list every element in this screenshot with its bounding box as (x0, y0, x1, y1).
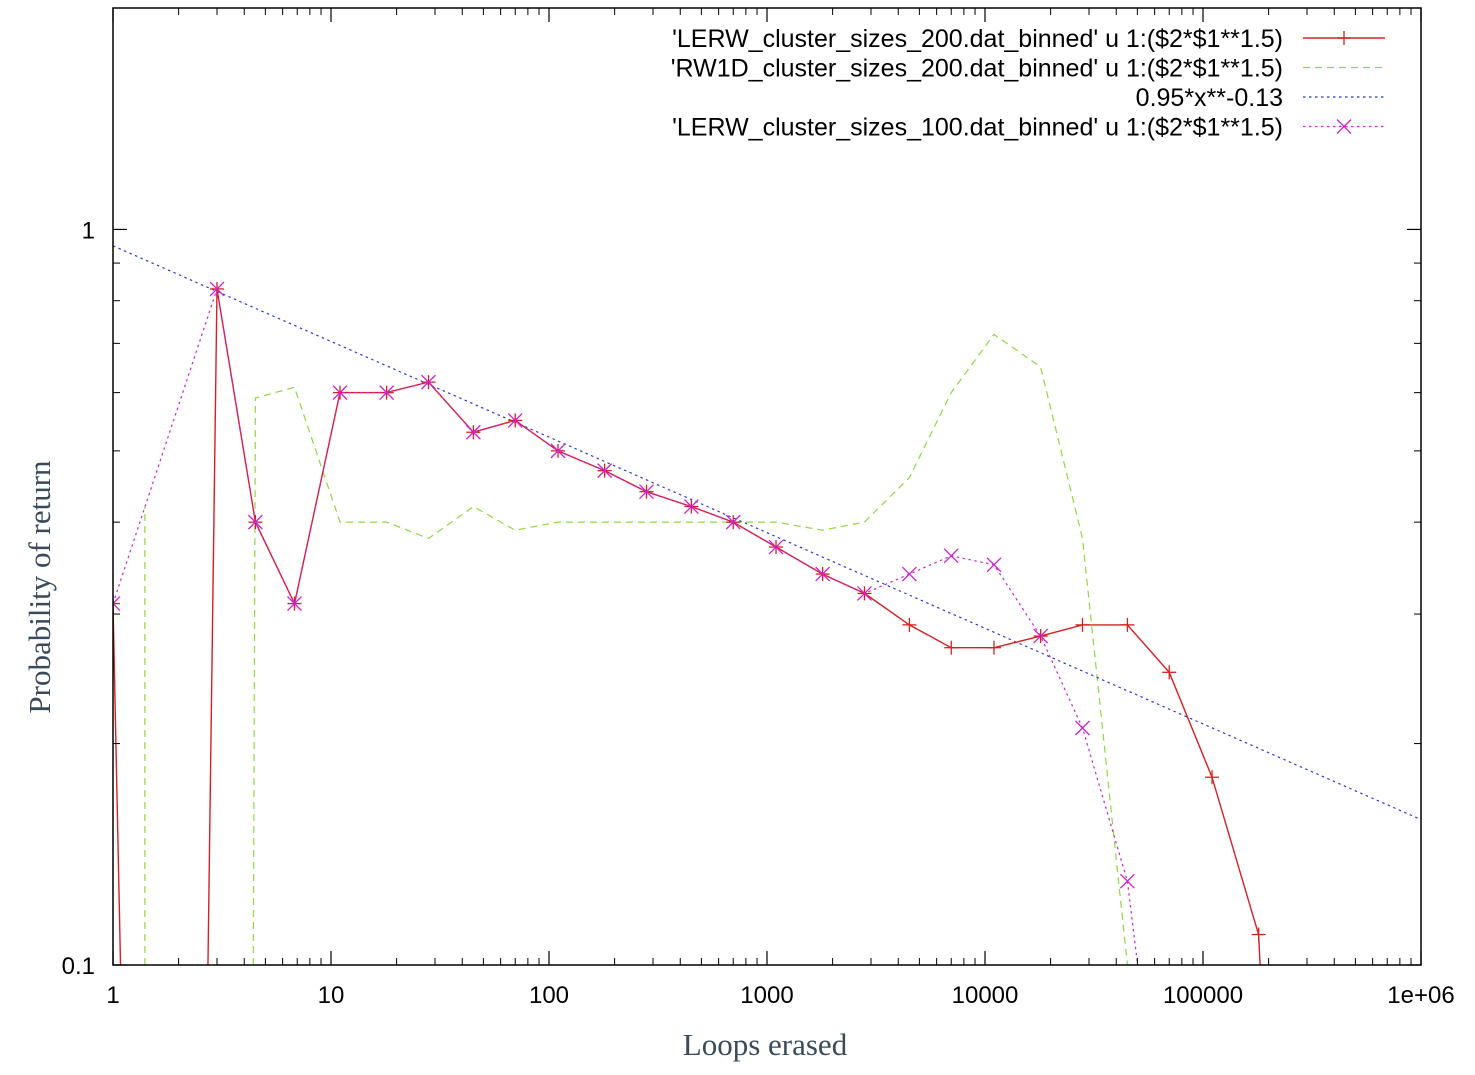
data-point (209, 281, 225, 297)
data-point (1120, 617, 1135, 632)
series-3 (113, 281, 1139, 965)
series-0 (113, 281, 1266, 965)
data-point (507, 412, 523, 428)
x-tick-label: 1e+06 (1387, 982, 1454, 1009)
x-tick-label: 1000 (740, 982, 793, 1009)
data-point (1162, 665, 1177, 680)
data-point (332, 385, 348, 401)
legend-label: 0.95*x**-0.13 (1136, 84, 1283, 112)
y-axis-title: Probability of return (22, 460, 57, 714)
data-point (113, 596, 121, 612)
function-line (113, 245, 1421, 821)
x-tick-label: 10 (318, 982, 345, 1009)
legend-label: 'RW1D_cluster_sizes_200.dat_binned' u 1:… (671, 55, 1283, 83)
legend-marker (1337, 31, 1351, 45)
data-point (465, 424, 481, 440)
plot-frame (112, 7, 1422, 966)
data-point (815, 566, 831, 582)
series-2 (113, 245, 1421, 821)
data-point (421, 374, 436, 390)
data-point (987, 640, 1002, 655)
data-point (1205, 770, 1220, 785)
data-point (768, 539, 784, 555)
data-point (247, 514, 263, 530)
data-point (1033, 628, 1049, 644)
minor-ticks (113, 7, 1421, 965)
data-point (902, 617, 917, 632)
series-line-segment (252, 333, 1128, 965)
legend-label: 'LERW_cluster_sizes_100.dat_binned' u 1:… (672, 114, 1283, 142)
x-axis-title: Loops erased (683, 1027, 848, 1062)
y-tick-label: 0.1 (62, 953, 95, 980)
data-point (725, 514, 741, 530)
data-point (379, 385, 395, 401)
legend-marker (1336, 119, 1352, 134)
series-1 (144, 333, 1128, 965)
data-point (944, 640, 959, 655)
data-point (639, 484, 654, 500)
data-point (1119, 873, 1135, 889)
series-line (113, 288, 1139, 965)
data-point (1251, 927, 1266, 942)
data-point (1075, 720, 1090, 736)
data-point (597, 463, 613, 479)
data-point (901, 566, 917, 582)
data-point (1075, 617, 1090, 632)
tick-labels: 1 10 100 1000 10000 100000 1e+06 0.1 1 (62, 217, 1455, 1009)
data-point (287, 596, 302, 612)
data-point (943, 548, 959, 564)
x-tick-label: 10000 (952, 982, 1019, 1009)
legend-label: 'LERW_cluster_sizes_200.dat_binned' u 1:… (672, 25, 1283, 53)
y-tick-label: 1 (82, 217, 95, 244)
legend: 'LERW_cluster_sizes_200.dat_binned' u 1:… (671, 25, 1385, 142)
data-point (683, 499, 699, 515)
data-point (113, 596, 120, 611)
data-point (857, 585, 872, 601)
x-tick-label: 100000 (1163, 982, 1243, 1009)
x-tick-label: 100 (529, 982, 569, 1009)
data-point (550, 443, 566, 459)
series-line (113, 288, 1261, 965)
x-tick-label: 1 (106, 982, 119, 1009)
series-layer (113, 245, 1421, 965)
data-point (986, 557, 1002, 573)
